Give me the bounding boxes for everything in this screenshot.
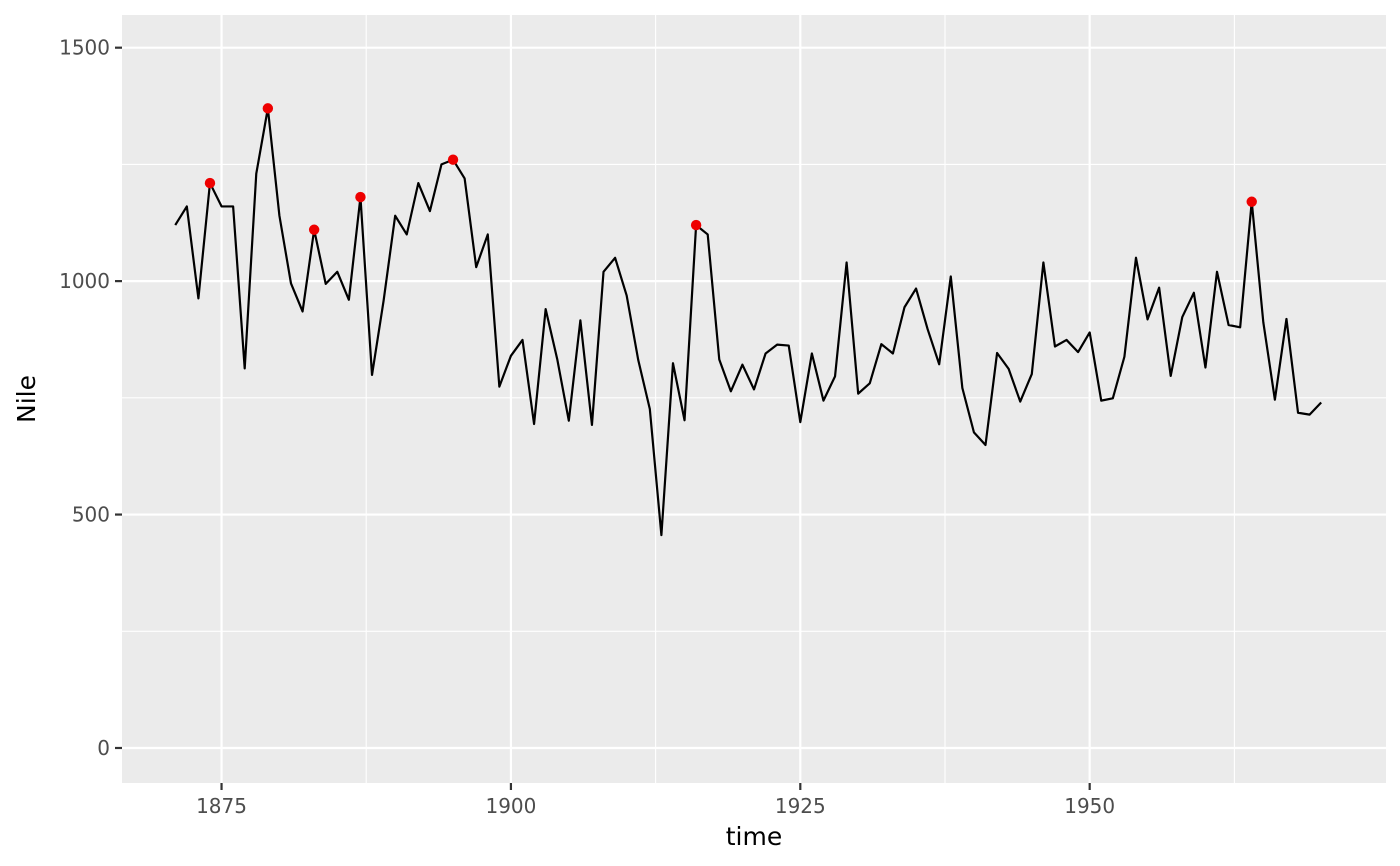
highlight-point: [690, 219, 702, 231]
highlight-point: [262, 103, 274, 114]
grid-lines: [122, 15, 1386, 783]
series-line: [174, 107, 1322, 537]
axes: 1875 1900 1925 1950 0 500 1000 1500: [59, 36, 1115, 818]
x-tick-label: 1900: [485, 794, 536, 818]
y-tick-label: 1500: [59, 36, 110, 60]
y-axis-title: Nile: [12, 375, 41, 423]
highlight-point: [204, 177, 216, 189]
panel-background: [122, 15, 1386, 783]
highlight-point: [355, 191, 366, 203]
x-axis-title: time: [726, 822, 782, 851]
y-tick-label: 500: [72, 503, 110, 527]
highlight-point: [1246, 196, 1257, 207]
data-line-layer: [174, 107, 1322, 537]
x-tick-label: 1875: [196, 794, 247, 818]
highlight-points-layer: [204, 103, 1257, 235]
highlight-point: [447, 154, 459, 165]
highlight-point: [308, 224, 320, 235]
x-tick-label: 1950: [1064, 794, 1115, 818]
x-tick-label: 1925: [775, 794, 826, 818]
y-tick-label: 0: [97, 736, 110, 760]
y-tick-label: 1000: [59, 269, 110, 293]
